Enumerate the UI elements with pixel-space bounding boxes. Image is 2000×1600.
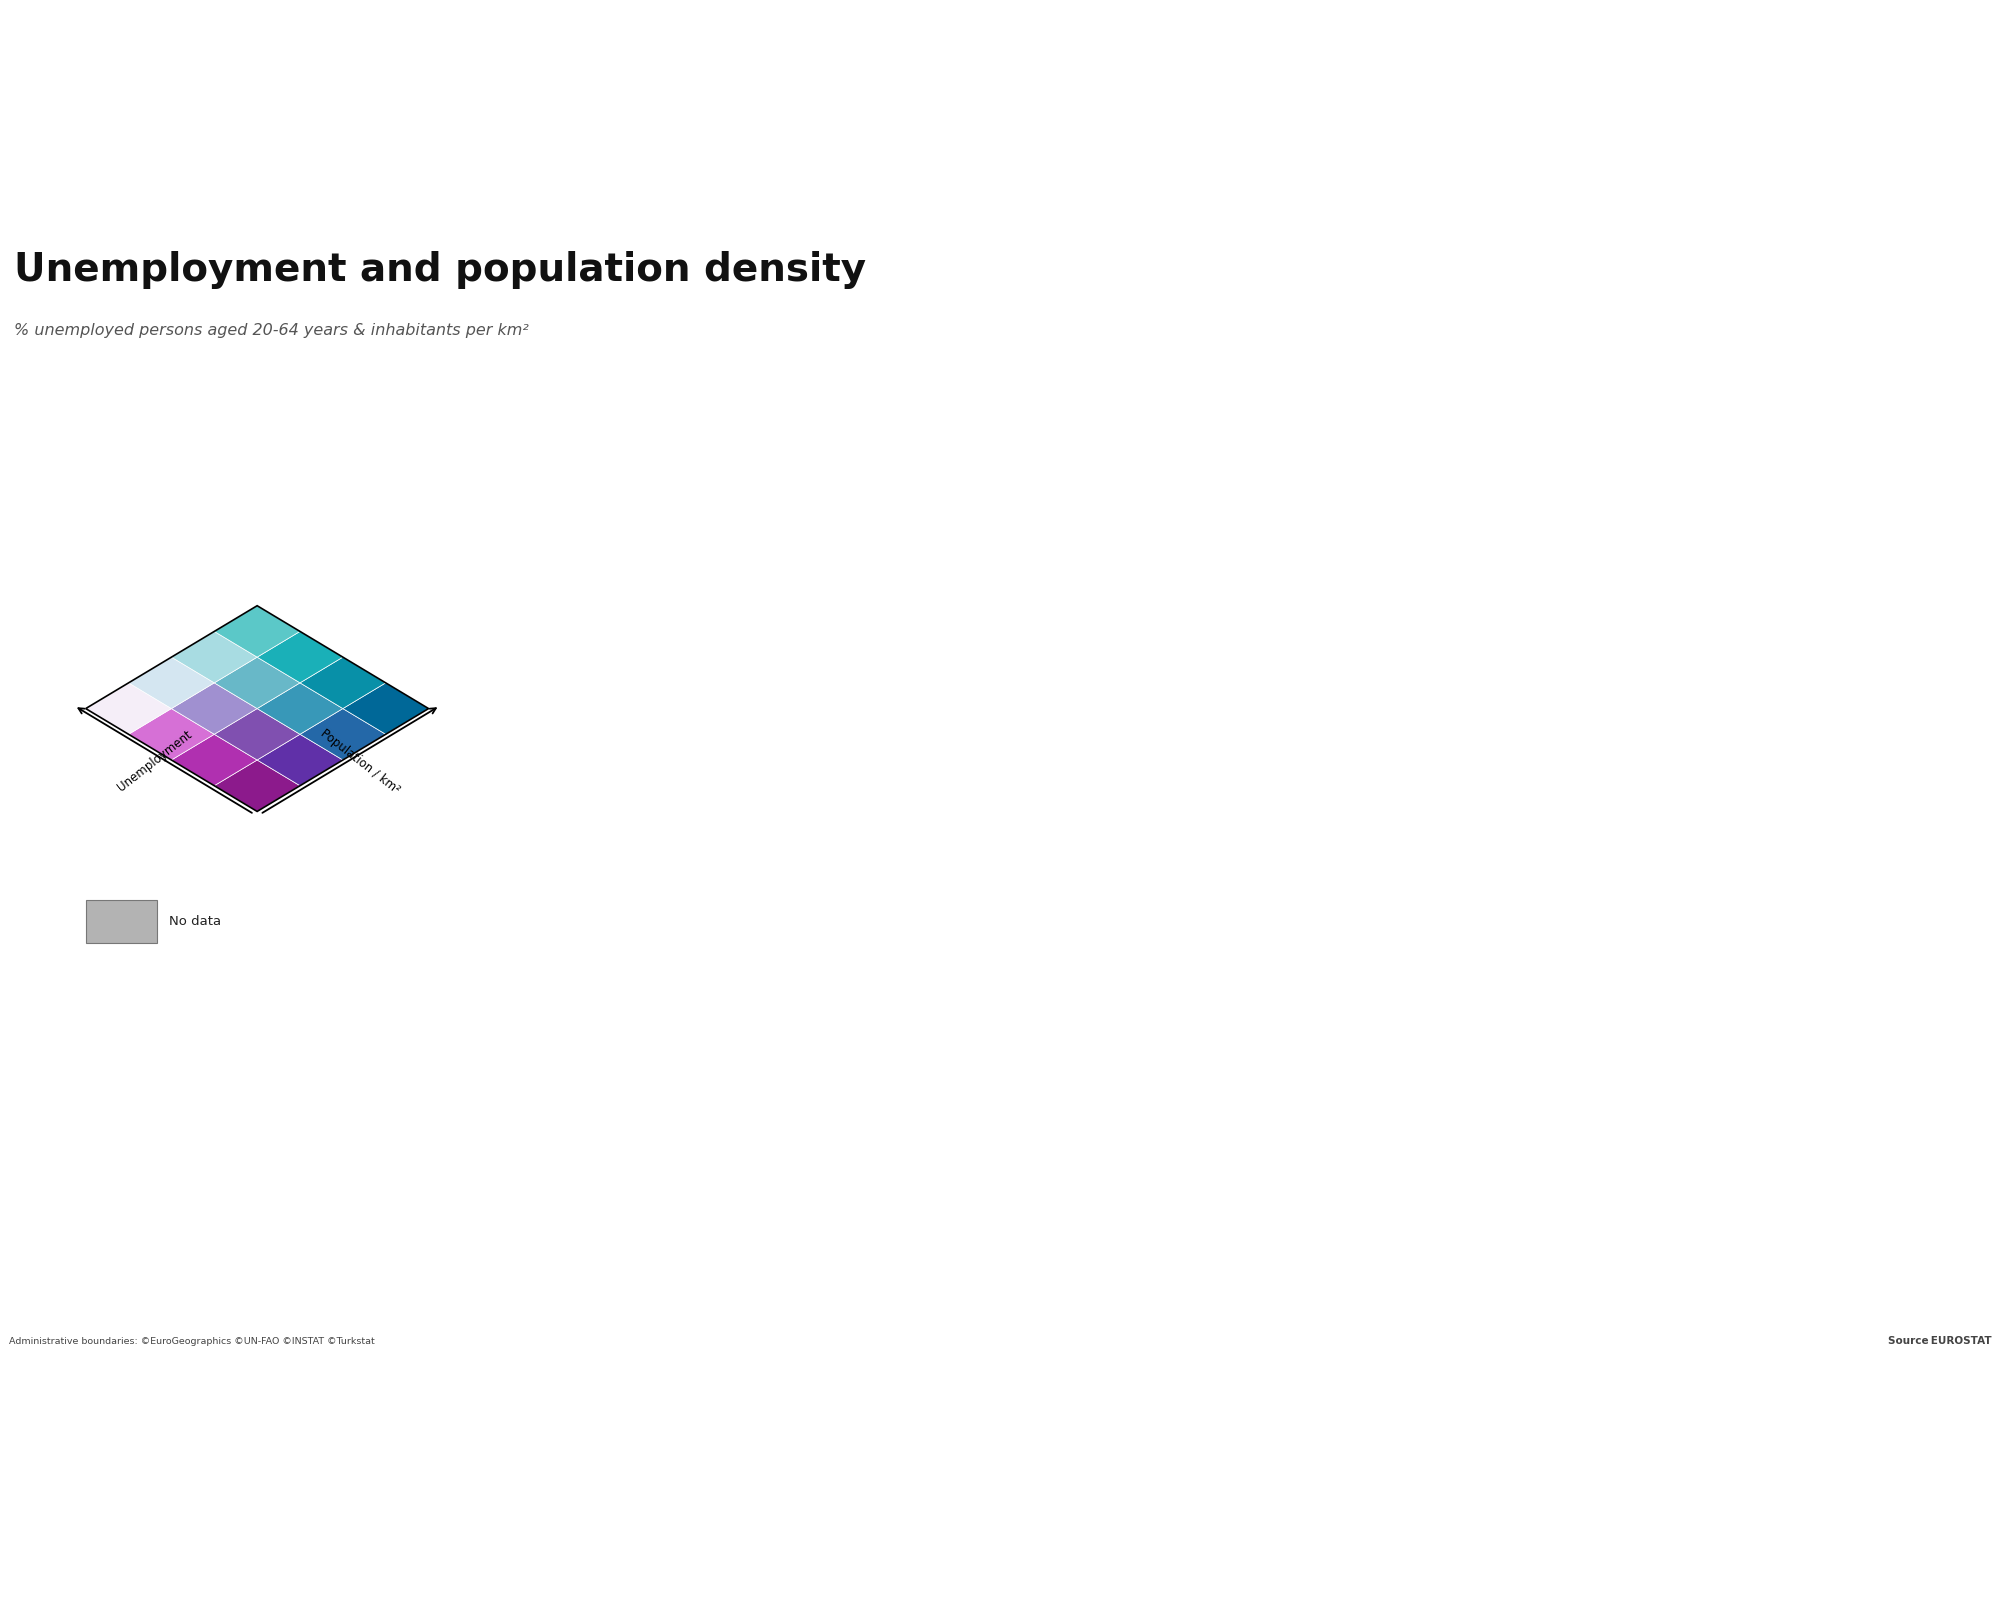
Polygon shape bbox=[258, 683, 342, 734]
Text: Unemployment: Unemployment bbox=[114, 728, 194, 795]
Polygon shape bbox=[214, 606, 300, 658]
Text: No data: No data bbox=[168, 915, 220, 928]
Text: % unemployed persons aged 20-64 years & inhabitants per km²: % unemployed persons aged 20-64 years & … bbox=[14, 323, 530, 338]
Polygon shape bbox=[300, 658, 386, 709]
Polygon shape bbox=[258, 632, 342, 683]
Text: Administrative boundaries: ©EuroGeographics ©UN-FAO ©INSTAT ©Turkstat: Administrative boundaries: ©EuroGeograph… bbox=[8, 1336, 374, 1346]
Polygon shape bbox=[172, 632, 258, 683]
Polygon shape bbox=[86, 683, 172, 734]
Polygon shape bbox=[214, 709, 300, 760]
Polygon shape bbox=[172, 683, 258, 734]
Polygon shape bbox=[214, 658, 300, 709]
Polygon shape bbox=[172, 734, 258, 786]
Polygon shape bbox=[214, 760, 300, 811]
Polygon shape bbox=[258, 734, 342, 786]
Text: Population / km²: Population / km² bbox=[318, 726, 402, 797]
Polygon shape bbox=[300, 709, 386, 760]
Polygon shape bbox=[128, 658, 214, 709]
Text: Unemployment and population density: Unemployment and population density bbox=[14, 251, 866, 290]
Polygon shape bbox=[128, 709, 214, 760]
Bar bbox=[86, 899, 158, 942]
Text: Source EUROSTAT: Source EUROSTAT bbox=[1888, 1336, 1992, 1346]
Polygon shape bbox=[342, 683, 428, 734]
